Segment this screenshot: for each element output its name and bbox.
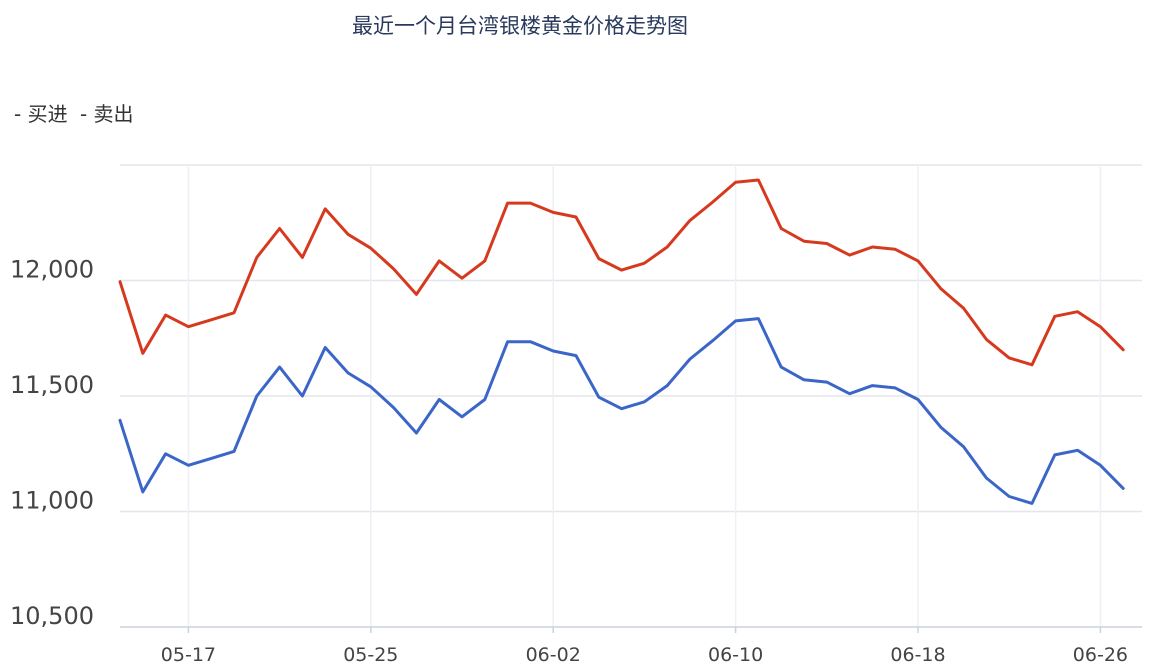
x-tick-label: 06-10 [708, 644, 763, 666]
x-tick-label: 05-25 [343, 644, 398, 666]
x-tick-label: 05-17 [161, 644, 216, 666]
y-tick-label: 12,000 [10, 256, 94, 284]
x-tick-label: 06-26 [1073, 644, 1128, 666]
legend-item-buy[interactable]: - 买进 [14, 102, 68, 126]
y-tick-label: 11,000 [10, 487, 94, 515]
x-tick-label: 06-02 [526, 644, 581, 666]
y-tick-label: 11,500 [10, 371, 94, 399]
series-line-sell [118, 178, 1125, 367]
chart-legend: - 买进 - 卖出 [14, 98, 140, 127]
y-tick-label: 10,500 [10, 602, 94, 630]
series-line-buy [118, 317, 1125, 505]
x-tick-label: 06-18 [890, 644, 945, 666]
chart-title: 最近一个月台湾银楼黄金价格走势图 [352, 14, 688, 38]
legend-item-sell[interactable]: - 卖出 [79, 102, 134, 126]
